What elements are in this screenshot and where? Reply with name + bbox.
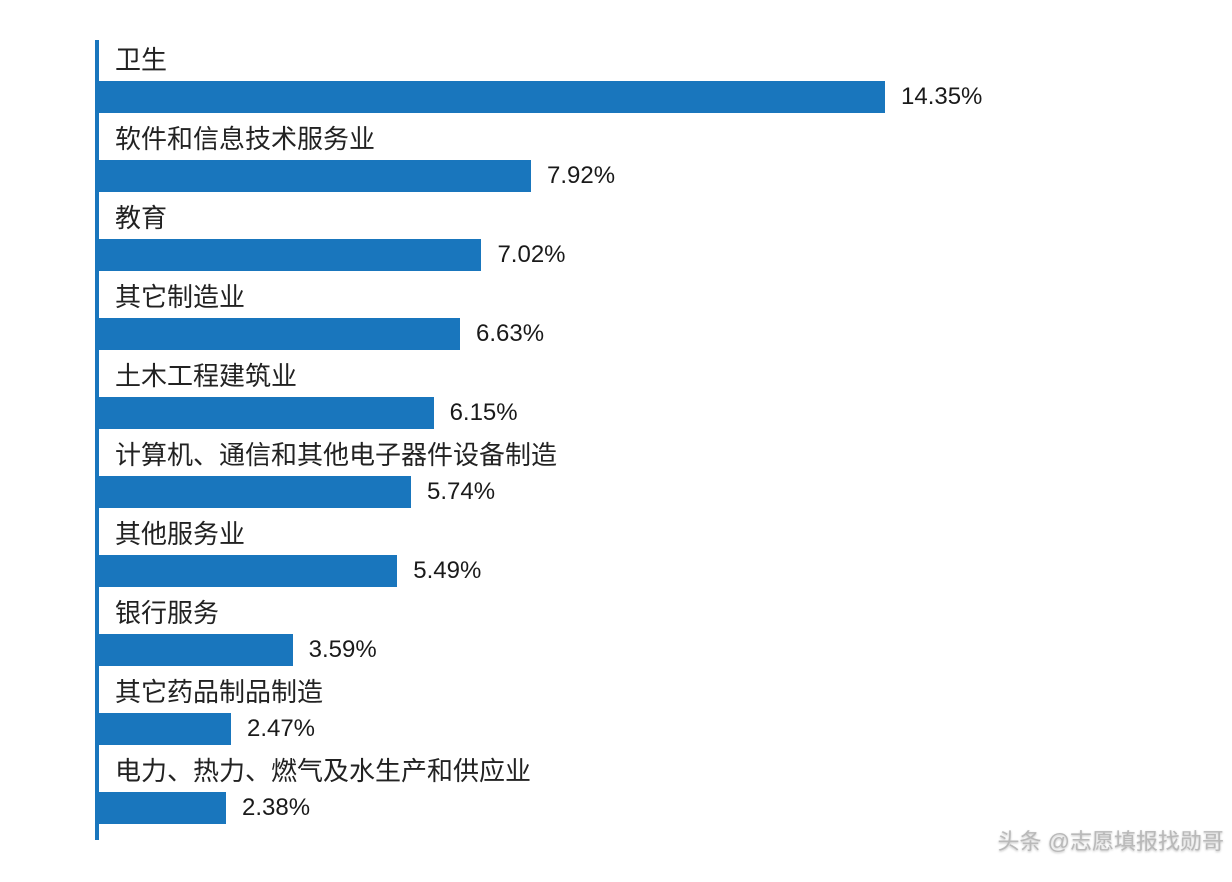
bar-label: 土木工程建筑业 (115, 356, 1182, 393)
bar-value: 5.49% (413, 557, 481, 585)
bar (95, 239, 481, 271)
bar-value: 14.35% (901, 83, 982, 111)
bar (95, 318, 460, 350)
bar-row: 7.92% (95, 160, 1182, 192)
bar-group: 电力、热力、燃气及水生产和供应业 2.38% (95, 751, 1182, 824)
bar-group: 卫生 14.35% (95, 40, 1182, 113)
bar-row: 5.49% (95, 555, 1182, 587)
bar (95, 792, 226, 824)
bar-group: 其他服务业 5.49% (95, 514, 1182, 587)
bar (95, 555, 397, 587)
bar-row: 2.38% (95, 792, 1182, 824)
bar-row: 6.63% (95, 318, 1182, 350)
bar-group: 教育 7.02% (95, 198, 1182, 271)
bar-value: 7.92% (547, 162, 615, 190)
bar-label: 银行服务 (115, 593, 1182, 630)
bar-row: 14.35% (95, 81, 1182, 113)
bar-value: 2.38% (242, 794, 310, 822)
bar-label: 其它药品制品制造 (115, 672, 1182, 709)
bar (95, 397, 434, 429)
bar-value: 3.59% (309, 636, 377, 664)
bar-label: 计算机、通信和其他电子器件设备制造 (115, 435, 1182, 472)
bar-label: 教育 (115, 198, 1182, 235)
bar-group: 土木工程建筑业 6.15% (95, 356, 1182, 429)
bar-value: 6.63% (476, 320, 544, 348)
bar (95, 160, 531, 192)
bar-value: 7.02% (497, 241, 565, 269)
bar-value: 5.74% (427, 478, 495, 506)
bar-group: 计算机、通信和其他电子器件设备制造 5.74% (95, 435, 1182, 508)
bar-label: 电力、热力、燃气及水生产和供应业 (115, 751, 1182, 788)
bar (95, 713, 231, 745)
bar-row: 6.15% (95, 397, 1182, 429)
bar-row: 3.59% (95, 634, 1182, 666)
bar-group: 其它制造业 6.63% (95, 277, 1182, 350)
bar-row: 5.74% (95, 476, 1182, 508)
bar (95, 81, 885, 113)
bar-value: 6.15% (450, 399, 518, 427)
bar-value: 2.47% (247, 715, 315, 743)
bar-group: 银行服务 3.59% (95, 593, 1182, 666)
bar-chart: 卫生 14.35% 软件和信息技术服务业 7.92% 教育 7.02% 其它制造… (95, 40, 1182, 840)
bar-label: 卫生 (115, 40, 1182, 77)
bar-group: 软件和信息技术服务业 7.92% (95, 119, 1182, 192)
bar-row: 7.02% (95, 239, 1182, 271)
bar-label: 软件和信息技术服务业 (115, 119, 1182, 156)
bar-row: 2.47% (95, 713, 1182, 745)
bar (95, 634, 293, 666)
bar-group: 其它药品制品制造 2.47% (95, 672, 1182, 745)
bar-label: 其他服务业 (115, 514, 1182, 551)
bar-label: 其它制造业 (115, 277, 1182, 314)
bar (95, 476, 411, 508)
